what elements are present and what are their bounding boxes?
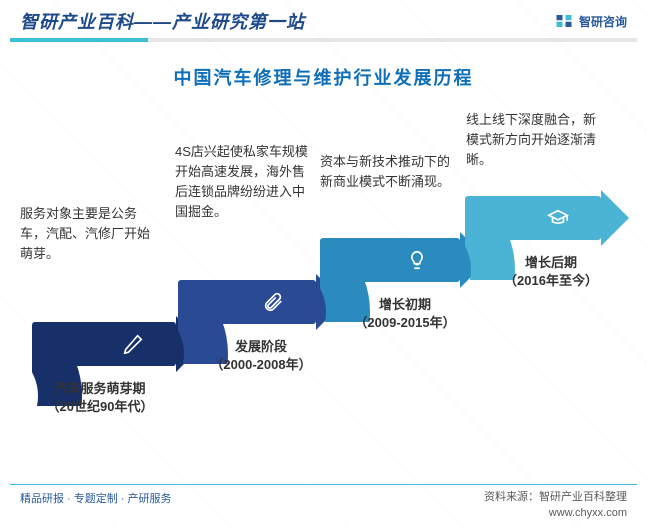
graduation-cap-icon [545,205,571,231]
pencil-icon [120,331,146,357]
footer-url: www.chyxx.com [484,506,627,521]
header: 智研产业百科——产业研究第一站 智研咨询 [0,0,647,38]
stage-label-0: 汽车服务萌芽期 （20世纪90年代） [20,380,180,416]
footer-source: 资料来源：智研产业百科整理 [484,490,627,505]
stage-desc-1: 4S店兴起使私家车规模开始高速发展，海外售后连锁品牌纷纷进入中国掘金。 [175,142,310,223]
stage-arrow-1 [178,280,316,324]
footer-left: 精品研报 · 专题定制 · 产研服务 [20,490,172,521]
stage-desc-3: 线上线下深度融合，新模式新方向开始逐渐清晰。 [466,110,601,170]
footer: 精品研报 · 专题定制 · 产研服务 资料来源：智研产业百科整理 www.chy… [0,490,647,521]
brand: 智研咨询 [555,12,627,30]
lightbulb-icon [404,247,430,273]
page-title: 智研产业百科——产业研究第一站 [20,8,305,34]
stage-desc-2: 资本与新技术推动下的新商业模式不断涌现。 [320,152,450,192]
flowchart-area: 服务对象主要是公务车，汽配、汽修厂开始萌芽。汽车服务萌芽期 （20世纪90年代）… [0,104,647,464]
stage-label-3: 增长后期 （2016年至今） [476,254,626,290]
stage-arrow-3 [465,196,601,240]
stage-label-1: 发展阶段 （2000-2008年） [186,338,336,374]
stage-desc-0: 服务对象主要是公务车，汽配、汽修厂开始萌芽。 [20,204,150,264]
brand-logo-icon [555,12,573,30]
paperclip-icon [260,289,286,315]
stage-arrow-2 [320,238,460,282]
footer-divider [10,484,637,485]
brand-text: 智研咨询 [579,13,627,30]
footer-right: 资料来源：智研产业百科整理 www.chyxx.com [484,490,627,521]
stage-arrow-0 [32,322,176,366]
stage-label-2: 增长初期 （2009-2015年） [330,296,480,332]
